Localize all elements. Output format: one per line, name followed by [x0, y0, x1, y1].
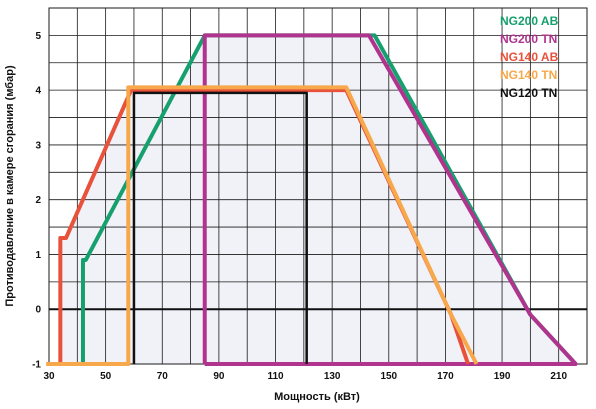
- y-tick-label: 3: [35, 140, 41, 151]
- x-tick-label: 150: [380, 371, 397, 382]
- x-tick-label: 30: [43, 371, 55, 382]
- series-line-ng140-tn: [46, 85, 479, 366]
- tick-label-layer: 30 50 70 90 110 130 150 170 190 210 -1 0 1 2 3 4 5: [32, 31, 567, 382]
- x-tick-label: 190: [494, 371, 511, 382]
- y-tick-label: -1: [32, 360, 41, 371]
- legend-item: NG200 TN: [500, 32, 557, 46]
- y-tick-label: 0: [35, 305, 41, 316]
- legend: NG200 AB NG200 TN NG140 AB NG140 TN NG120 TN: [500, 14, 559, 100]
- x-tick-label: 210: [550, 371, 567, 382]
- y-tick-label: 5: [35, 31, 41, 42]
- y-tick-label: 1: [35, 250, 41, 261]
- series-layer: [46, 33, 578, 366]
- series-line-ng120-tn: [132, 91, 308, 364]
- x-tick-label: 110: [267, 371, 284, 382]
- y-tick-label: 4: [35, 86, 41, 97]
- x-tick-label: 170: [437, 371, 454, 382]
- x-axis-title: Мощность (кВт): [274, 391, 360, 403]
- legend-item: NG120 TN: [500, 86, 557, 100]
- x-tick-label: 90: [213, 371, 225, 382]
- x-tick-label: 50: [100, 371, 112, 382]
- y-axis-title: Противодавление в камере сгорания (мбар): [4, 65, 16, 307]
- legend-item: NG140 AB: [500, 50, 559, 64]
- x-tick-label: 130: [324, 371, 341, 382]
- legend-item: NG200 AB: [500, 14, 559, 28]
- x-tick-label: 70: [157, 371, 169, 382]
- y-tick-label: 2: [35, 195, 41, 206]
- legend-item: NG140 TN: [500, 68, 557, 82]
